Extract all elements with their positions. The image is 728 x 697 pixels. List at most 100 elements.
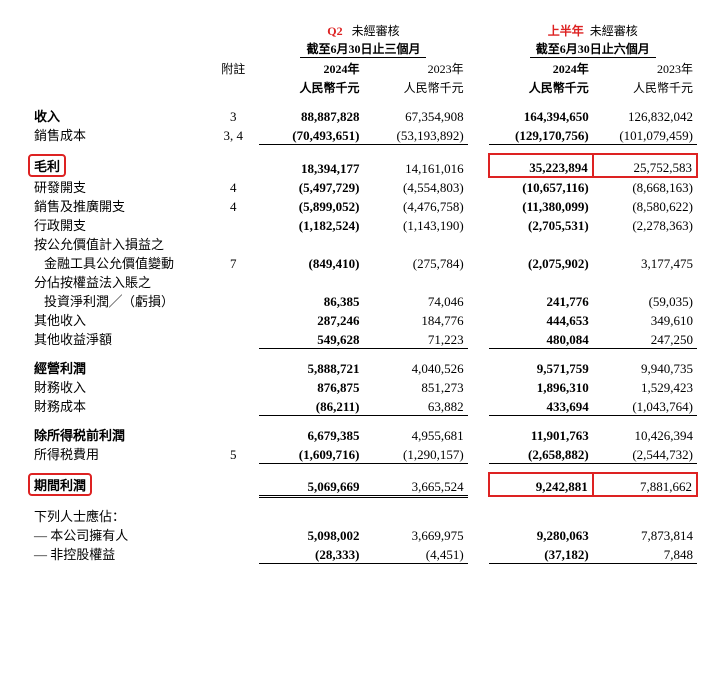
gross-c1: 18,394,177: [259, 154, 363, 177]
rd-c1: (5,497,729): [259, 177, 363, 196]
oinc-c2: 184,776: [363, 310, 467, 329]
gross-c2: 14,161,016: [363, 154, 467, 177]
q2-annotation: Q2: [327, 24, 342, 38]
opprofit-c2: 4,040,526: [363, 358, 467, 377]
cogs-c4: (101,079,459): [593, 125, 697, 144]
row-eq2: 投資淨利潤╱（虧損） 86,385 74,046 241,776 (59,035…: [30, 291, 697, 310]
pbt-c1: 6,679,385: [259, 425, 363, 444]
unit-d: 人民幣千元: [633, 81, 693, 95]
admin-c2: (1,143,190): [363, 215, 467, 234]
row-admin: 行政開支 (1,182,524) (1,143,190) (2,705,531)…: [30, 215, 697, 234]
period-3m: 截至6月30日止三個月: [300, 40, 426, 58]
rd-c4: (8,668,163): [593, 177, 697, 196]
gross-c4: 25,752,583: [593, 154, 697, 177]
cogs-note: 3, 4: [207, 125, 259, 144]
cogs-c3: (129,170,756): [489, 125, 593, 144]
row-tax: 所得税費用 5 (1,609,716) (1,290,157) (2,658,8…: [30, 444, 697, 463]
tax-c2: (1,290,157): [363, 444, 467, 463]
owners-c1: 5,098,002: [259, 525, 363, 544]
netprofit-c4: 7,881,662: [593, 473, 697, 496]
netprofit-c3: 9,242,881: [489, 473, 593, 496]
row-gross: 毛利 18,394,177 14,161,016 35,223,894 25,7…: [30, 154, 697, 177]
admin-c4: (2,278,363): [593, 215, 697, 234]
netprofit-c2: 3,665,524: [363, 473, 467, 496]
fv2-note: 7: [207, 253, 259, 272]
fincost-label: 財務成本: [30, 396, 207, 415]
eq1-label: 分佔按權益法入賬之: [30, 272, 207, 291]
fincost-c4: (1,043,764): [593, 396, 697, 415]
ogain-c4: 247,250: [593, 329, 697, 348]
fv2-label: 金融工具公允價值變動: [30, 253, 207, 272]
eq2-c4: (59,035): [593, 291, 697, 310]
eq2-c2: 74,046: [363, 291, 467, 310]
period-6m: 截至6月30日止六個月: [530, 40, 656, 58]
revenue-c3: 164,394,650: [489, 106, 593, 125]
owners-c3: 9,280,063: [489, 525, 593, 544]
tax-note: 5: [207, 444, 259, 463]
y2023-b: 2023年: [657, 62, 693, 76]
nci-c3: (37,182): [489, 544, 593, 563]
cogs-c2: (53,193,892): [363, 125, 467, 144]
row-cogs: 銷售成本 3, 4 (70,493,651) (53,193,892) (129…: [30, 125, 697, 144]
nci-c1: (28,333): [259, 544, 363, 563]
row-oinc: 其他收入 287,246 184,776 444,653 349,610: [30, 310, 697, 329]
owners-label: — 本公司擁有人: [30, 525, 207, 544]
fincost-c2: 63,882: [363, 396, 467, 415]
owners-c2: 3,669,975: [363, 525, 467, 544]
row-sm: 銷售及推廣開支 4 (5,899,052) (4,476,758) (11,38…: [30, 196, 697, 215]
tax-c1: (1,609,716): [259, 444, 363, 463]
unit-b: 人民幣千元: [404, 81, 464, 95]
ogain-c2: 71,223: [363, 329, 467, 348]
revenue-c1: 88,887,828: [259, 106, 363, 125]
header-row-3: 附註 2024年 2023年 2024年 2023年: [30, 58, 697, 77]
rd-c2: (4,554,803): [363, 177, 467, 196]
fininc-c2: 851,273: [363, 377, 467, 396]
ogain-c3: 480,084: [489, 329, 593, 348]
fv1-label: 按公允價值計入損益之: [30, 234, 207, 253]
pbt-label: 除所得税前利潤: [30, 425, 207, 444]
row-revenue: 收入 3 88,887,828 67,354,908 164,394,650 1…: [30, 106, 697, 125]
unit-c: 人民幣千元: [529, 81, 589, 95]
sm-c1: (5,899,052): [259, 196, 363, 215]
row-opprofit: 經營利潤 5,888,721 4,040,526 9,571,759 9,940…: [30, 358, 697, 377]
opprofit-c3: 9,571,759: [489, 358, 593, 377]
cogs-c1: (70,493,651): [259, 125, 363, 144]
owners-c4: 7,873,814: [593, 525, 697, 544]
row-nci: — 非控股權益 (28,333) (4,451) (37,182) 7,848: [30, 544, 697, 563]
sm-c2: (4,476,758): [363, 196, 467, 215]
fv2-c1: (849,410): [259, 253, 363, 272]
unaudited-label-1: 未經審核: [352, 24, 400, 38]
h1-annotation: 上半年: [548, 24, 584, 38]
y2024-b: 2024年: [553, 62, 589, 76]
fv2-c4: 3,177,475: [593, 253, 697, 272]
opprofit-c4: 9,940,735: [593, 358, 697, 377]
nci-c4: 7,848: [593, 544, 697, 563]
oinc-c1: 287,246: [259, 310, 363, 329]
oinc-c4: 349,610: [593, 310, 697, 329]
sm-label: 銷售及推廣開支: [30, 196, 207, 215]
nci-label: — 非控股權益: [30, 544, 207, 563]
row-netprofit: 期間利潤 5,069,669 3,665,524 9,242,881 7,881…: [30, 473, 697, 496]
revenue-label: 收入: [30, 106, 207, 125]
rd-label: 研發開支: [30, 177, 207, 196]
rd-note: 4: [207, 177, 259, 196]
eq2-c3: 241,776: [489, 291, 593, 310]
sm-c4: (8,580,622): [593, 196, 697, 215]
row-pbt: 除所得税前利潤 6,679,385 4,955,681 11,901,763 1…: [30, 425, 697, 444]
row-fininc: 財務收入 876,875 851,273 1,896,310 1,529,423: [30, 377, 697, 396]
gross-c3: 35,223,894: [489, 154, 593, 177]
row-rd: 研發開支 4 (5,497,729) (4,554,803) (10,657,1…: [30, 177, 697, 196]
admin-label: 行政開支: [30, 215, 207, 234]
eq2-label: 投資淨利潤╱（虧損）: [30, 291, 207, 310]
fininc-label: 財務收入: [30, 377, 207, 396]
unit-a: 人民幣千元: [299, 81, 359, 95]
pbt-c3: 11,901,763: [489, 425, 593, 444]
eq2-c1: 86,385: [259, 291, 363, 310]
tax-c4: (2,544,732): [593, 444, 697, 463]
gross-label: 毛利: [28, 154, 66, 177]
y2024-a: 2024年: [323, 62, 359, 76]
ogain-label: 其他收益淨額: [30, 329, 207, 348]
header-row-1: Q2 未經審核 上半年 未經審核: [30, 20, 697, 39]
tax-c3: (2,658,882): [489, 444, 593, 463]
fininc-c3: 1,896,310: [489, 377, 593, 396]
